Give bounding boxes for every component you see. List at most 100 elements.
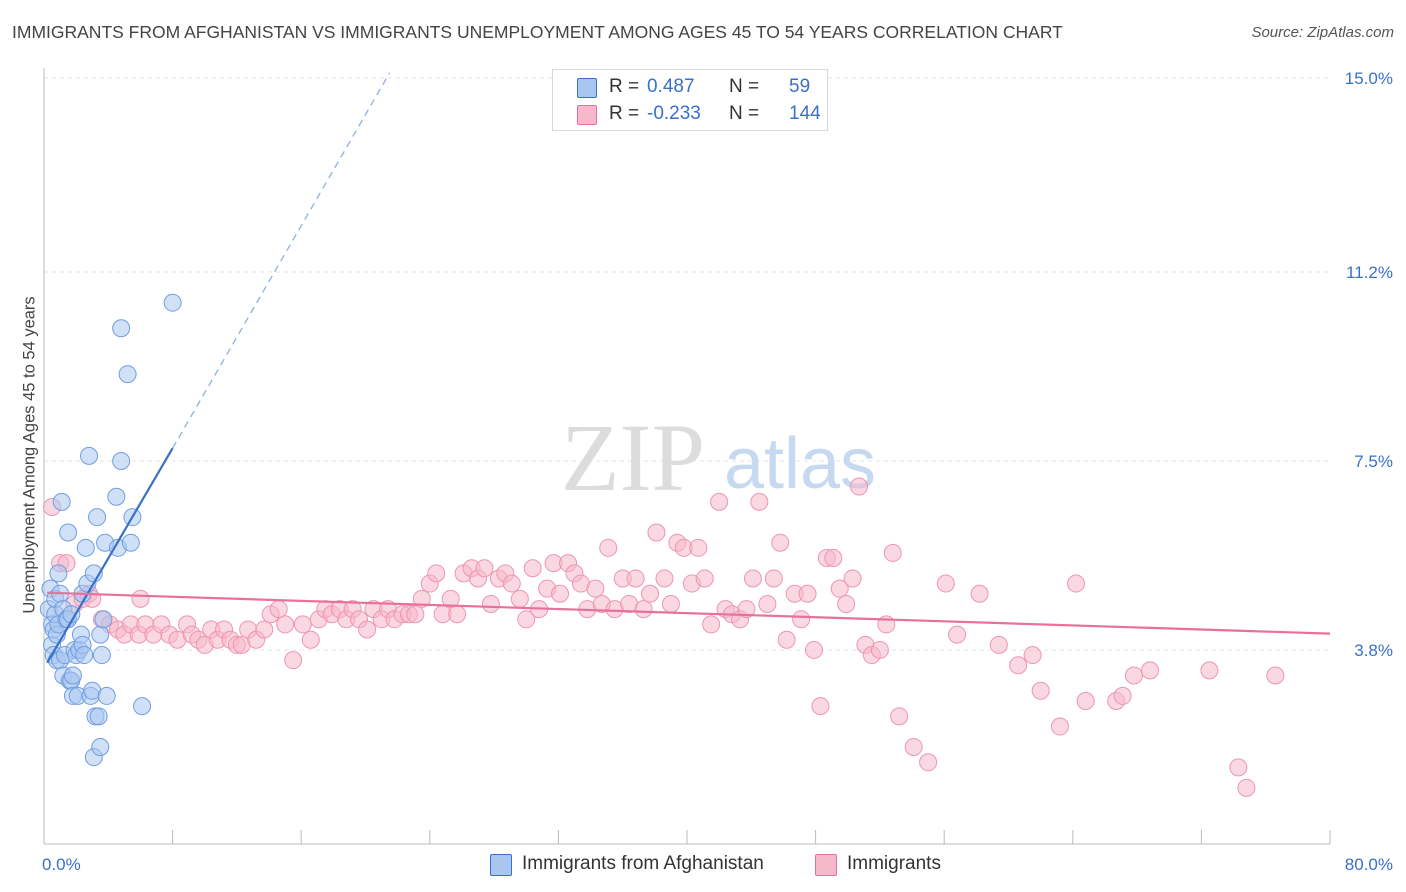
point-immigrants: [1124, 666, 1143, 685]
watermark-zip: ZIP: [561, 404, 705, 511]
point-afghanistan: [92, 646, 111, 665]
x-tick-labels: 0.0% 80.0%: [42, 855, 1393, 874]
point-immigrants: [890, 707, 909, 726]
series-immigrants: [43, 477, 1285, 797]
point-immigrants: [406, 605, 425, 624]
legend-label-immigrants: Immigrants: [847, 853, 941, 874]
legend-label-afghanistan: Immigrants from Afghanistan: [522, 853, 764, 874]
point-immigrants: [517, 610, 536, 629]
point-afghanistan: [121, 533, 140, 552]
point-immigrants: [1266, 666, 1285, 685]
point-immigrants: [771, 533, 790, 552]
series-afghanistan: [39, 293, 182, 767]
point-immigrants: [764, 569, 783, 588]
point-immigrants: [843, 569, 862, 588]
y-axis-title: Unemployment Among Ages 45 to 54 years: [20, 296, 39, 614]
point-immigrants: [647, 523, 666, 542]
point-immigrants: [695, 569, 714, 588]
point-immigrants: [1023, 646, 1042, 665]
point-immigrants: [919, 753, 938, 772]
point-immigrants: [1067, 574, 1086, 593]
point-afghanistan: [63, 666, 82, 685]
r-value: -0.233: [647, 103, 701, 124]
point-immigrants: [710, 492, 729, 511]
y-tick-label: 3.8%: [1354, 641, 1393, 660]
stats-legend: R = 0.487 N = 59 R = -0.233 N = 144: [552, 69, 828, 131]
n-value: 59: [789, 76, 811, 97]
point-immigrants: [777, 630, 796, 649]
point-immigrants: [702, 615, 721, 634]
watermark-atlas: atlas: [724, 424, 876, 504]
point-afghanistan: [112, 319, 131, 338]
point-immigrants: [551, 584, 570, 603]
point-afghanistan: [97, 686, 116, 705]
point-immigrants: [293, 615, 312, 634]
n-label: N =: [729, 76, 760, 97]
point-immigrants: [626, 569, 645, 588]
point-immigrants: [1200, 661, 1219, 680]
point-immigrants: [824, 549, 843, 568]
point-afghanistan: [163, 293, 182, 312]
point-immigrants: [269, 600, 288, 619]
point-immigrants: [750, 492, 769, 511]
point-afghanistan: [88, 508, 107, 527]
point-immigrants: [948, 625, 967, 644]
point-immigrants: [883, 543, 902, 562]
point-immigrants: [1009, 656, 1028, 675]
point-immigrants: [1050, 717, 1069, 736]
point-afghanistan: [49, 564, 68, 583]
point-afghanistan: [76, 538, 95, 557]
axes: [43, 68, 1331, 845]
point-immigrants: [255, 620, 274, 639]
point-immigrants: [427, 564, 446, 583]
x-tick-label: 80.0%: [1345, 855, 1393, 874]
point-afghanistan: [94, 610, 113, 629]
point-immigrants: [792, 610, 811, 629]
point-immigrants: [131, 589, 150, 608]
n-value: 144: [789, 103, 821, 124]
point-immigrants: [811, 697, 830, 716]
point-afghanistan: [133, 697, 152, 716]
point-afghanistan: [91, 625, 110, 644]
point-immigrants: [837, 594, 856, 613]
point-immigrants: [599, 538, 618, 557]
point-afghanistan: [75, 646, 94, 665]
point-afghanistan: [89, 707, 108, 726]
swatch-pink: [577, 105, 597, 125]
trend-afghanistan-extension: [172, 72, 391, 449]
point-immigrants: [586, 579, 605, 598]
y-tick-label: 11.2%: [1346, 263, 1393, 282]
point-immigrants: [989, 635, 1008, 654]
trend-lines: [46, 72, 1331, 664]
point-immigrants: [641, 584, 660, 603]
legend-swatch-pink: [815, 854, 837, 876]
point-afghanistan: [59, 523, 78, 542]
point-immigrants: [510, 589, 529, 608]
point-immigrants: [850, 477, 869, 496]
point-immigrants: [523, 559, 542, 578]
point-immigrants: [870, 640, 889, 659]
point-immigrants: [737, 600, 756, 619]
point-immigrants: [655, 569, 674, 588]
y-tick-label: 7.5%: [1354, 452, 1393, 471]
point-immigrants: [830, 579, 849, 598]
r-label: R =: [609, 76, 640, 97]
point-immigrants: [475, 559, 494, 578]
point-immigrants: [689, 538, 708, 557]
trend-immigrants: [47, 591, 1331, 635]
point-immigrants: [804, 640, 823, 659]
point-immigrants: [481, 594, 500, 613]
point-immigrants: [1229, 758, 1248, 777]
point-immigrants: [276, 615, 295, 634]
watermark: ZIP atlas: [561, 404, 876, 511]
n-label: N =: [729, 103, 760, 124]
point-immigrants: [970, 584, 989, 603]
point-immigrants: [284, 651, 303, 670]
point-immigrants: [1140, 661, 1159, 680]
point-immigrants: [502, 574, 521, 593]
point-immigrants: [1237, 778, 1256, 797]
r-label: R =: [609, 103, 640, 124]
point-immigrants: [441, 589, 460, 608]
point-afghanistan: [91, 737, 110, 756]
